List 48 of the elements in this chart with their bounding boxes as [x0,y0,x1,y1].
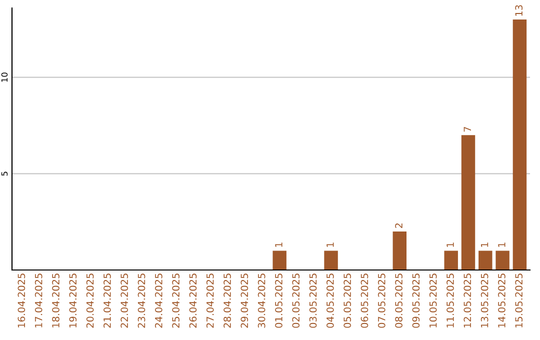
data-label: 1 [326,242,334,247]
bar [444,250,458,270]
x-tick-label: 04.05.2025 [326,274,334,328]
bar [324,250,338,270]
x-tick-label: 01.05.2025 [275,274,282,328]
data-label: 13 [515,5,523,16]
x-tick-label: 14.05.2025 [498,274,506,328]
data-label: 7 [464,127,471,132]
data-label: 1 [446,242,454,247]
x-tick-label: 17.04.2025 [34,274,42,328]
bar [272,250,286,270]
x-tick-label: 06.05.2025 [360,274,368,328]
x-tick-label: 05.05.2025 [344,274,352,328]
x-tick-label: 07.05.2025 [378,274,386,328]
x-tick-label: 16.04.2025 [18,274,26,328]
y-tick-label: 10 [1,72,8,82]
bar [461,135,476,270]
bar [512,20,527,270]
x-tick-label: 02.05.2025 [292,274,300,328]
bar [478,250,492,270]
x-tick-label: 28.04.2025 [224,274,231,328]
x-tick-label: 24.04.2025 [154,274,162,328]
x-tick-label: 26.04.2025 [189,274,197,328]
x-tick-label: 12.05.2025 [464,274,472,328]
data-label: 1 [498,242,506,247]
data-label: 1 [481,242,488,247]
x-tick-label: 18.04.2025 [52,274,60,328]
x-tick-label: 30.04.2025 [258,274,266,328]
bar [496,250,510,270]
x-tick-label: 08.05.2025 [395,274,402,328]
y-tick-label: 5 [1,172,8,176]
x-tick-label: 03.05.2025 [309,274,317,328]
data-label: 2 [395,223,402,228]
x-tick-label: 11.05.2025 [446,274,454,328]
bar [392,231,407,270]
x-tick-label: 25.04.2025 [172,274,180,328]
x-tick-label: 19.04.2025 [69,274,77,328]
x-tick-label: 13.05.2025 [480,274,488,328]
x-tick-label: 09.05.2025 [412,274,420,328]
x-tick-label: 22.04.2025 [120,274,128,328]
x-tick-label: 21.04.2025 [104,274,111,328]
data-label: 1 [275,242,282,247]
x-tick-label: 10.05.2025 [429,274,437,328]
x-tick-label: 20.04.2025 [86,274,94,328]
x-tick-label: 15.05.2025 [515,274,523,328]
x-tick-label: 23.04.2025 [138,274,146,328]
x-tick-label: 27.04.2025 [206,274,214,328]
x-tick-label: 29.04.2025 [240,274,248,328]
